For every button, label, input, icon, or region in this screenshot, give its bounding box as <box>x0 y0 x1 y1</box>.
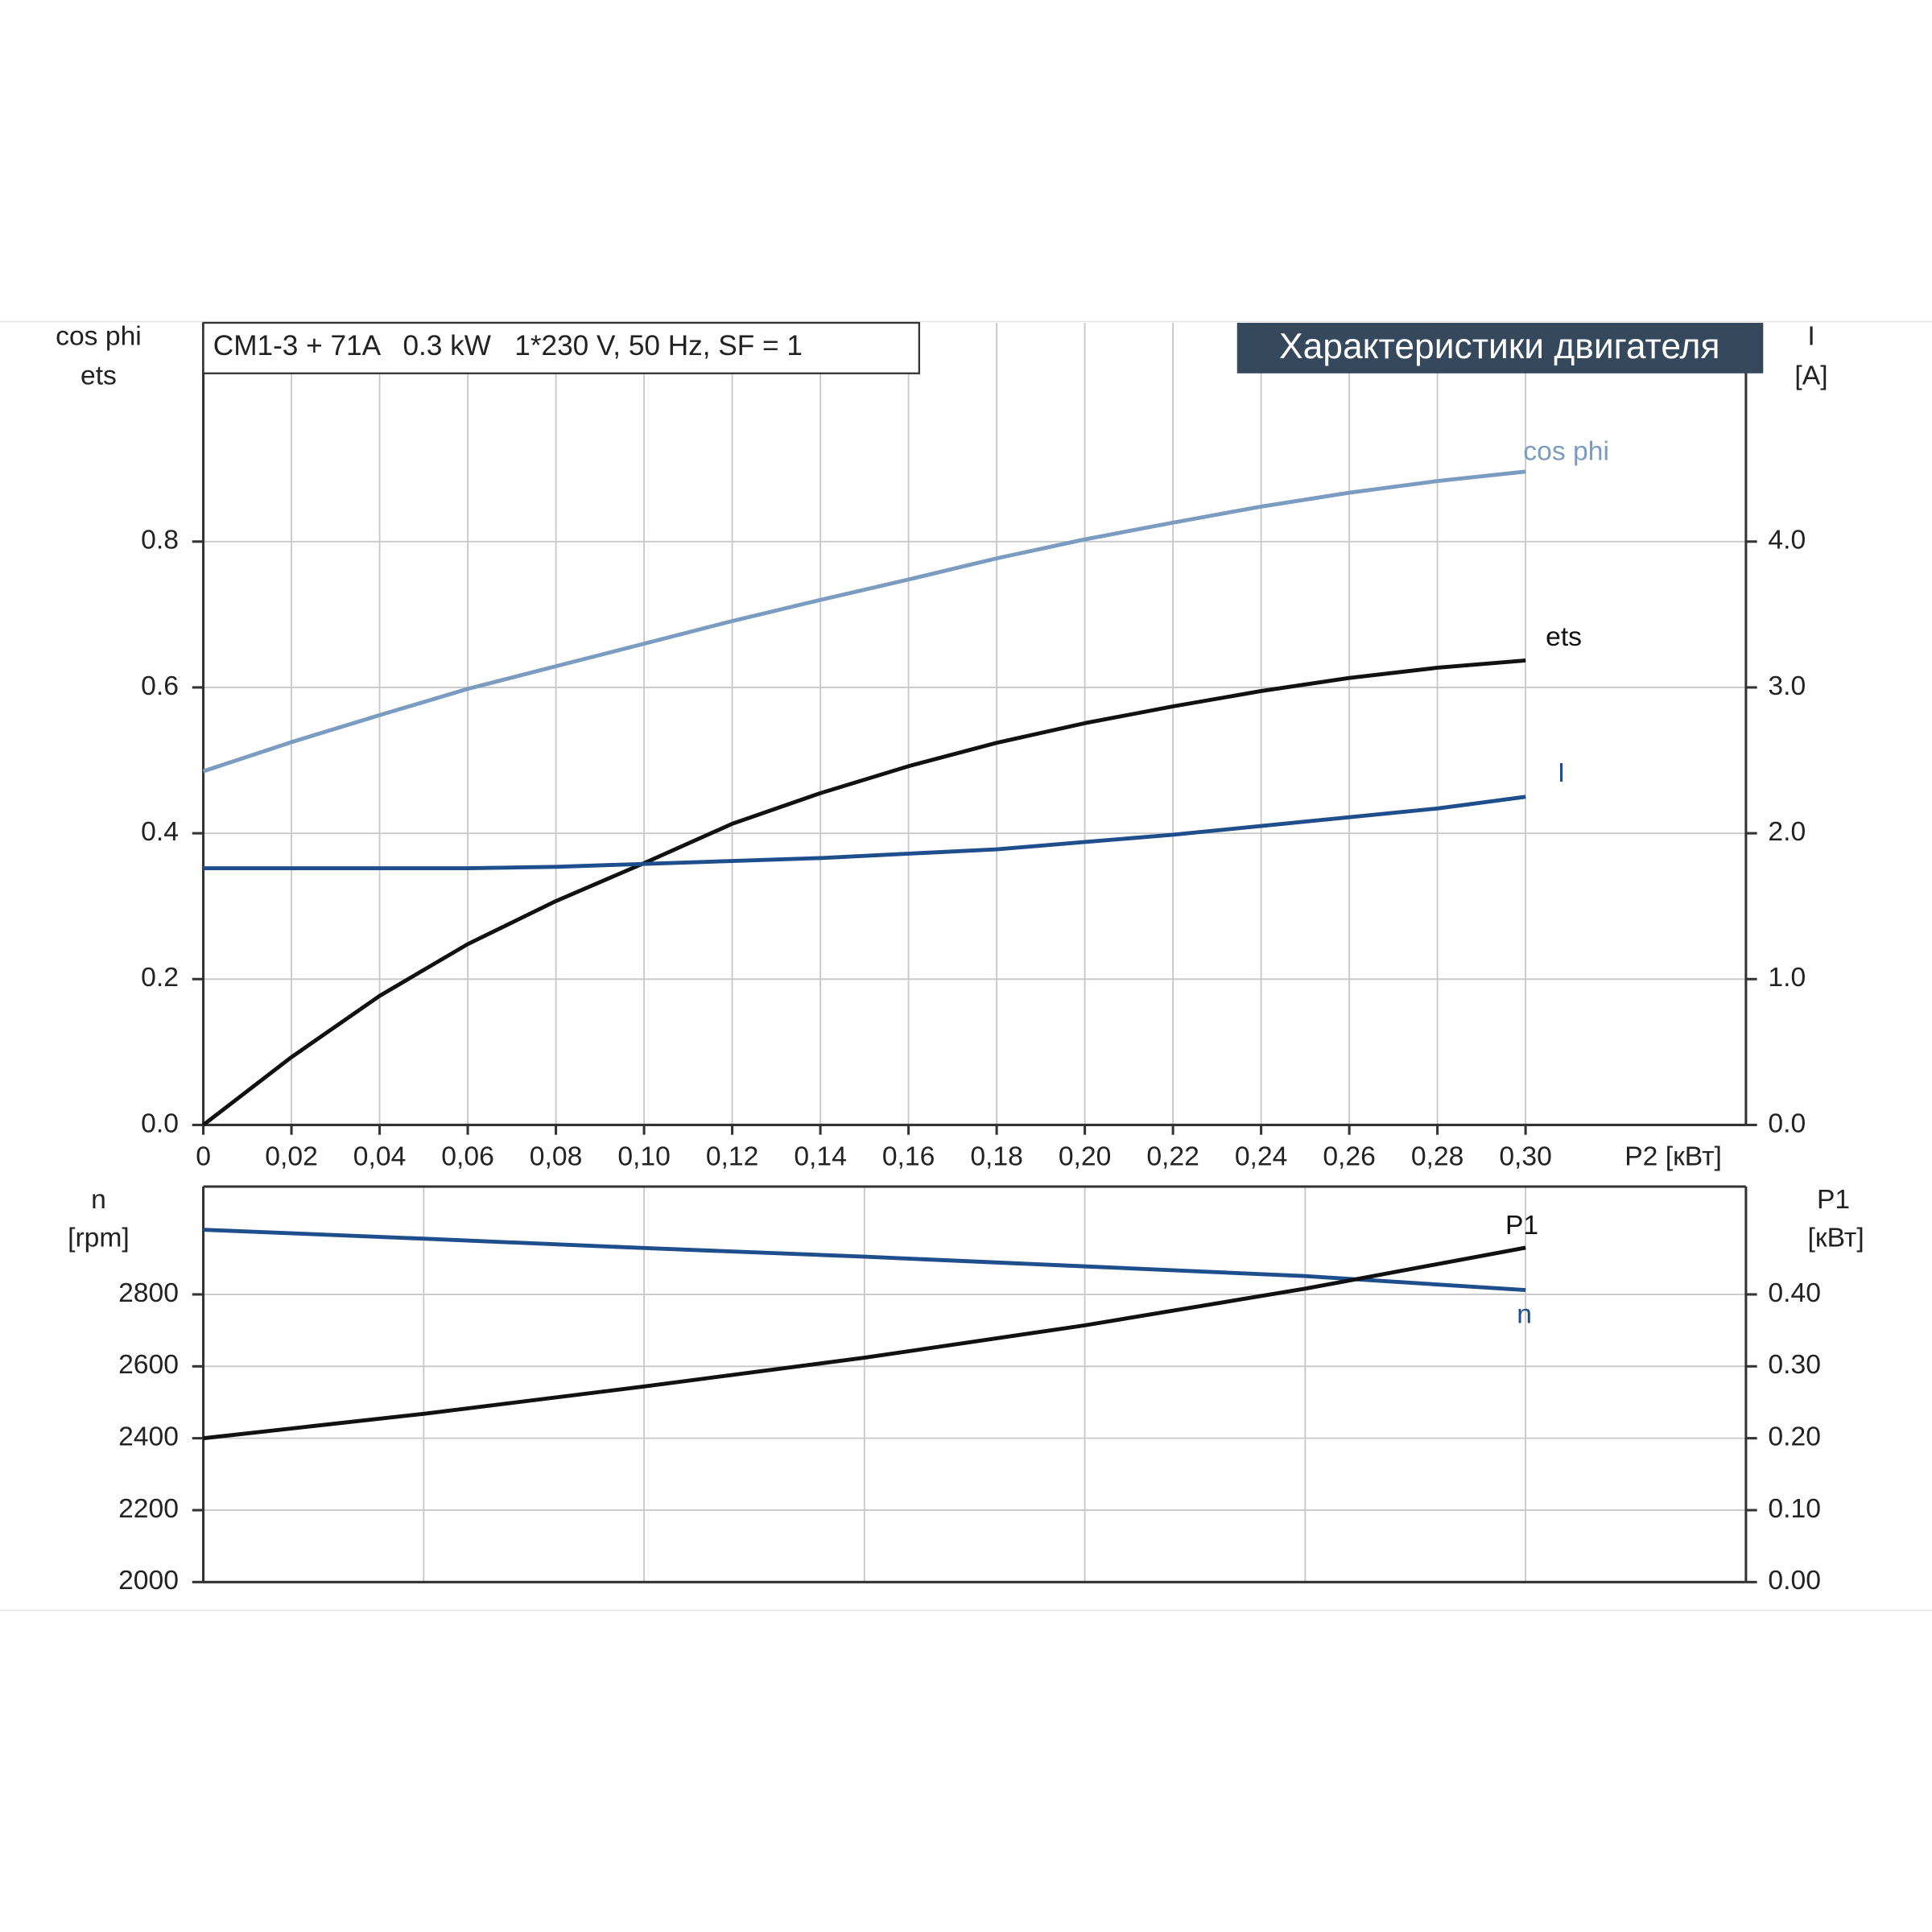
x-tick-label: 0,28 <box>1411 1142 1464 1172</box>
y-axis-label: [rpm] <box>68 1224 130 1253</box>
x-tick-label: 0,24 <box>1235 1142 1288 1172</box>
series-line <box>203 795 1526 871</box>
y-axis-label: ets <box>80 361 117 390</box>
y2-axis-label: P1 <box>1817 1185 1850 1215</box>
y-tick-label: 2000 <box>118 1566 179 1596</box>
y-tick-label: 0.0 <box>141 1108 179 1138</box>
y-tick-label: 2600 <box>118 1350 179 1380</box>
y-tick-label: 0.6 <box>141 671 179 701</box>
x-tick-label: 0 <box>196 1142 211 1172</box>
x-tick-label: 0,10 <box>617 1142 671 1172</box>
chart-title: Характеристики двигателя <box>1279 327 1719 366</box>
x-tick-label: 0,08 <box>530 1142 583 1172</box>
y2-tick-label: 4.0 <box>1768 526 1806 555</box>
x-tick-label: 0,26 <box>1323 1142 1376 1172</box>
x-tick-label: 0,22 <box>1146 1142 1199 1172</box>
y2-tick-label: 0.00 <box>1768 1566 1821 1596</box>
x-tick-label: 0,30 <box>1499 1142 1552 1172</box>
series-label: n <box>1517 1300 1532 1330</box>
y-tick-label: 2200 <box>118 1494 179 1524</box>
annotation: CM1-3 + 71A 0.3 kW 1*230 V, 50 Hz, SF = … <box>213 330 803 361</box>
x-axis-label: P2 [кВт] <box>1624 1142 1722 1172</box>
y-tick-label: 0.8 <box>141 526 179 555</box>
series-label: P1 <box>1505 1211 1538 1241</box>
series-label: I <box>1558 758 1565 788</box>
y2-axis-label: [A] <box>1794 361 1827 390</box>
x-tick-label: 0,16 <box>882 1142 935 1172</box>
x-tick-label: 0,14 <box>794 1142 847 1172</box>
series-label: cos phi <box>1523 437 1609 467</box>
y2-tick-label: 0.40 <box>1768 1278 1821 1308</box>
y2-tick-label: 3.0 <box>1768 671 1806 701</box>
y-tick-label: 2800 <box>118 1278 179 1308</box>
x-tick-label: 0,04 <box>353 1142 407 1172</box>
y-axis-label: cos phi <box>56 321 142 351</box>
y2-tick-label: 0.0 <box>1768 1108 1806 1138</box>
y2-tick-label: 2.0 <box>1768 817 1806 847</box>
series-line <box>202 658 1526 1127</box>
annotation-box <box>202 321 920 374</box>
x-tick-label: 0,12 <box>706 1142 759 1172</box>
y-tick-label: 0.4 <box>141 817 179 847</box>
x-tick-label: 0,06 <box>441 1142 494 1172</box>
y-tick-label: 0.2 <box>141 963 179 993</box>
y2-tick-label: 1.0 <box>1768 963 1806 993</box>
y2-axis-label: I <box>1807 321 1814 351</box>
series-label: ets <box>1546 622 1582 652</box>
y2-tick-label: 0.20 <box>1768 1422 1821 1452</box>
series-line <box>203 1245 1526 1441</box>
title-banner <box>1236 323 1764 374</box>
y-tick-label: 2400 <box>118 1422 179 1452</box>
x-tick-label: 0,18 <box>970 1142 1023 1172</box>
x-tick-label: 0,02 <box>265 1142 318 1172</box>
y2-axis-label: [кВт] <box>1808 1224 1864 1253</box>
y-axis-label: n <box>91 1185 106 1215</box>
y2-tick-label: 0.10 <box>1768 1494 1821 1524</box>
series-line <box>203 1228 1526 1293</box>
series-line <box>202 469 1526 774</box>
x-tick-label: 0,20 <box>1059 1142 1112 1172</box>
y2-tick-label: 0.30 <box>1768 1350 1821 1380</box>
